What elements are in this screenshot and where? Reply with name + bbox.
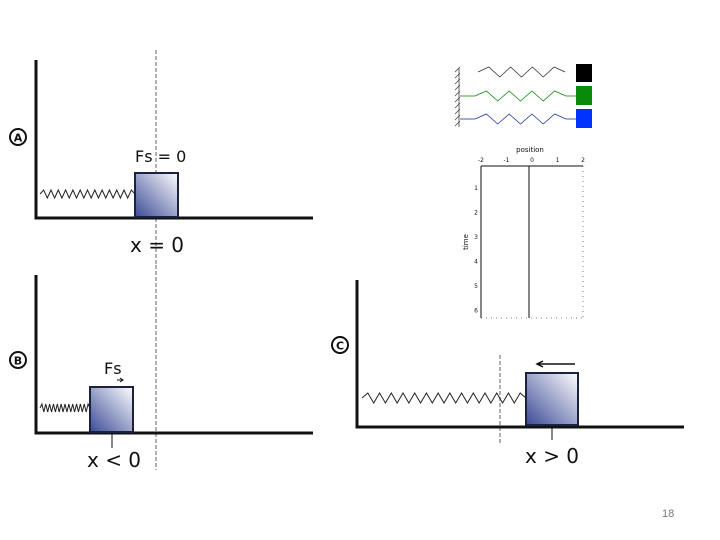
position-label: x < 0 <box>87 448 141 472</box>
plot-xlabel: position <box>516 146 544 154</box>
inset-plot: position time -2 -1 0 1 2 1 2 3 4 5 6 <box>462 146 585 319</box>
force-arrow-icon <box>117 377 124 383</box>
badge-b <box>9 351 27 369</box>
plot-y-tick: 4 <box>474 259 478 266</box>
plot-y-tick: 1 <box>474 185 478 192</box>
plot-x-tick: 0 <box>530 157 534 164</box>
plot-y-tick: 2 <box>474 210 478 217</box>
badge-a-label: A <box>14 132 23 145</box>
panel-b: B Fs x < 0 <box>9 265 313 472</box>
page-number: 18 <box>662 508 675 520</box>
spring <box>361 392 527 404</box>
plot-y-tick: 6 <box>474 308 478 315</box>
force-arrow-icon <box>535 360 575 368</box>
plot-x-tick: 2 <box>581 157 585 164</box>
badge-c-label: C <box>336 340 344 353</box>
spring-green <box>474 90 567 102</box>
inset-springs <box>454 64 592 128</box>
plot-x-tick: -2 <box>478 157 484 164</box>
plot-ylabel: time <box>462 234 470 250</box>
block <box>525 372 579 426</box>
badge-c <box>331 336 349 354</box>
force-label: Fs <box>104 359 122 378</box>
mass-green <box>576 86 592 105</box>
spring <box>39 402 91 413</box>
wall-floor <box>34 275 313 435</box>
force-label: Fs = 0 <box>135 147 186 166</box>
plot-x-tick: 1 <box>556 157 560 164</box>
block <box>89 386 134 433</box>
plot-y-tick: 5 <box>474 283 478 290</box>
position-label: x > 0 <box>525 444 579 468</box>
spring <box>39 188 136 200</box>
mass-blue <box>576 109 592 128</box>
panel-a: A Fs = 0 x = 0 <box>9 50 313 265</box>
wall-floor <box>34 60 313 220</box>
spring-black <box>477 66 566 78</box>
block <box>134 172 179 218</box>
plot-y-tick: 3 <box>474 234 478 241</box>
badge-a <box>9 128 27 146</box>
position-label: x = 0 <box>130 233 184 257</box>
mass-black <box>576 64 592 82</box>
plot-x-tick: -1 <box>504 157 510 164</box>
hatched-wall <box>454 66 461 127</box>
spring-blue <box>474 113 567 125</box>
badge-b-label: B <box>14 355 22 368</box>
wall-floor <box>355 280 684 429</box>
panel-c: C x > 0 <box>331 280 684 468</box>
